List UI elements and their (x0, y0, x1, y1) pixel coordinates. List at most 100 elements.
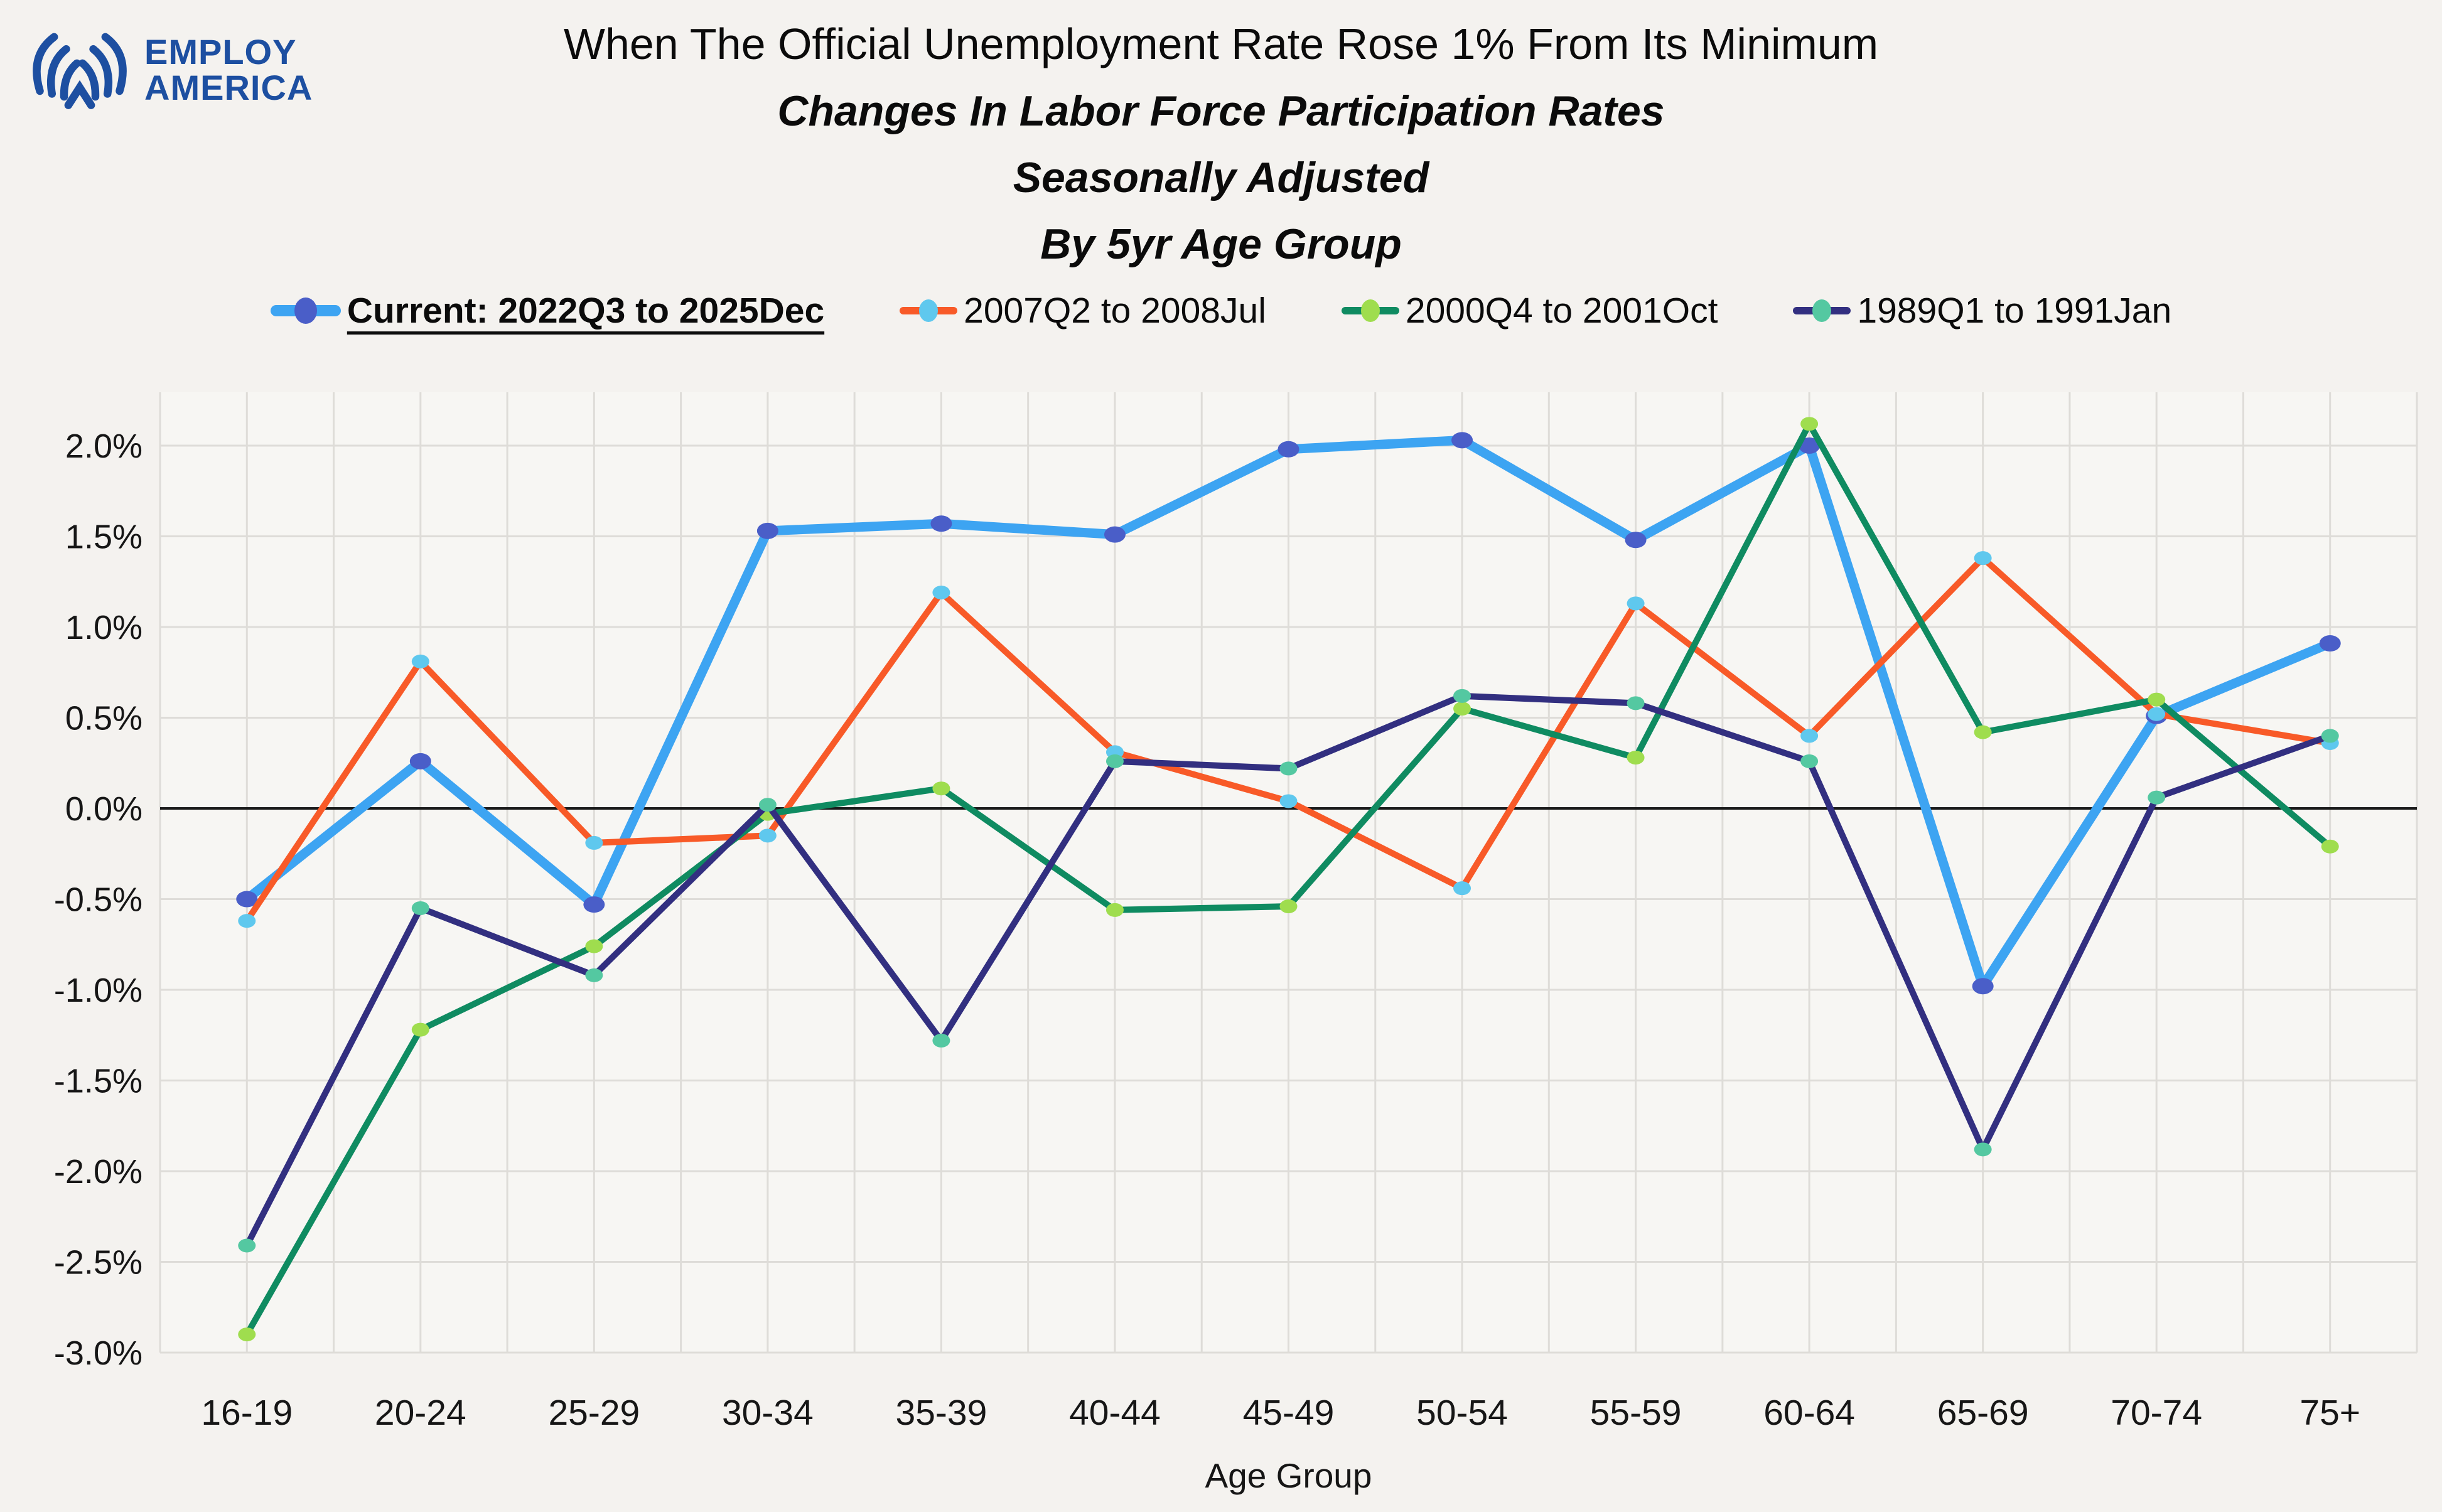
data-point-marker (411, 1022, 429, 1037)
data-point-marker (1800, 729, 1819, 743)
x-axis-title: Age Group (1205, 1456, 1372, 1495)
data-point-marker (1974, 551, 1992, 566)
data-point-marker (932, 1033, 950, 1048)
data-point-marker (1279, 761, 1298, 776)
data-point-marker (2148, 790, 2166, 805)
legend-swatch-icon (270, 298, 341, 324)
data-point-marker (1972, 978, 1994, 995)
y-tick-label: -1.0% (54, 972, 143, 1009)
data-point-marker (1974, 725, 1992, 739)
data-point-marker (583, 896, 605, 913)
legend-swatch-icon (900, 299, 958, 323)
data-point-marker (1974, 1142, 1992, 1157)
data-point-marker (411, 654, 429, 668)
chart-header: When The Official Unemployment Rate Rose… (0, 19, 2442, 269)
y-tick-label: -2.0% (54, 1153, 143, 1191)
x-tick-label: 55-59 (1590, 1393, 1682, 1433)
data-point-marker (2321, 729, 2339, 743)
data-point-marker (756, 522, 778, 539)
data-point-marker (238, 1327, 256, 1342)
data-point-marker (1627, 751, 1645, 765)
chart-subtitle3: By 5yr Age Group (1040, 220, 1402, 268)
data-point-marker (1453, 689, 1471, 703)
chart-subtitle: Changes In Labor Force Participation Rat… (777, 87, 1665, 135)
data-point-marker (236, 891, 258, 908)
data-point-marker (585, 835, 603, 850)
data-point-marker (585, 968, 603, 982)
x-tick-label: 40-44 (1069, 1393, 1161, 1433)
data-point-marker (1627, 696, 1645, 710)
data-point-marker (1451, 432, 1473, 449)
data-point-marker (2319, 635, 2341, 652)
data-point-marker (1453, 702, 1471, 716)
data-point-marker (930, 515, 952, 532)
logo-line2: AMERICA (144, 68, 313, 107)
y-tick-label: -0.5% (54, 881, 143, 919)
data-point-marker (932, 586, 950, 600)
y-tick-label: 1.5% (65, 518, 143, 556)
data-point-marker (1800, 417, 1819, 431)
y-tick-label: 2.0% (65, 427, 143, 465)
x-tick-label: 65-69 (1937, 1393, 2029, 1433)
data-point-marker (1277, 441, 1299, 458)
legend-marker-icon (919, 299, 939, 322)
legend-label: 2007Q2 to 2008Jul (964, 291, 1266, 331)
data-point-marker (1799, 437, 1821, 454)
legend-marker-icon (1812, 299, 1832, 322)
wings-icon (33, 33, 127, 109)
x-tick-label: 50-54 (1416, 1393, 1508, 1433)
legend-label: Current: 2022Q3 to 2025Dec (347, 291, 825, 331)
data-point-marker (1105, 754, 1124, 768)
x-tick-label: 75+ (2299, 1393, 2360, 1433)
legend-swatch-icon (1341, 299, 1399, 323)
legend-item-3: 1989Q1 to 1991Jan (1793, 290, 2171, 331)
logo-line1: EMPLOY (144, 31, 297, 72)
line-chart: 2.0% 1.5% 1.0% 0.5% 0.0% -0.5% -1.0% -1.5% -2.0%… (54, 392, 2418, 1495)
y-tick-label: 1.0% (65, 609, 143, 646)
legend-item-2: 2000Q4 to 2001Oct (1341, 290, 1718, 331)
legend-marker-icon (294, 298, 317, 324)
legend-swatch-icon (1793, 299, 1851, 323)
legend-item-1: 2007Q2 to 2008Jul (900, 290, 1266, 331)
legend-marker-icon (1360, 299, 1380, 322)
data-point-marker (1625, 532, 1647, 549)
data-point-marker (411, 901, 429, 915)
data-point-marker (409, 753, 431, 769)
x-tick-label: 16-19 (201, 1393, 293, 1433)
data-point-marker (1627, 596, 1645, 611)
y-tick-label: 0.5% (65, 700, 143, 737)
x-tick-label: 35-39 (896, 1393, 987, 1433)
logo-wordmark: EMPLOY AMERICA (144, 34, 313, 105)
y-tick-label: 0.0% (65, 790, 143, 828)
y-tick-label: -1.5% (54, 1063, 143, 1100)
data-point-marker (758, 828, 777, 843)
data-point-marker (238, 1238, 256, 1253)
data-point-marker (1453, 881, 1471, 896)
data-point-marker (2148, 707, 2166, 721)
x-tick-label: 70-74 (2111, 1393, 2202, 1433)
data-point-marker (2321, 839, 2339, 854)
legend-label: 2000Q4 to 2001Oct (1405, 291, 1718, 331)
x-tick-label: 30-34 (722, 1393, 814, 1433)
data-point-marker (2148, 692, 2166, 707)
y-tick-label: -3.0% (54, 1334, 143, 1372)
data-point-marker (932, 781, 950, 796)
data-point-marker (1279, 794, 1298, 808)
data-point-marker (1105, 903, 1124, 917)
legend-item-0: Current: 2022Q3 to 2025Dec (270, 290, 825, 331)
data-point-marker (1104, 526, 1126, 543)
data-point-marker (1279, 899, 1298, 914)
chart-title: When The Official Unemployment Rate Rose… (563, 19, 1879, 68)
data-point-marker (585, 939, 603, 953)
legend-label: 1989Q1 to 1991Jan (1857, 291, 2172, 331)
x-tick-label: 25-29 (548, 1393, 640, 1433)
x-tick-label: 20-24 (375, 1393, 466, 1433)
x-tick-label: 45-49 (1243, 1393, 1335, 1433)
data-point-marker (758, 798, 777, 812)
employ-america-logo: EMPLOY AMERICA (26, 23, 313, 117)
y-tick-label: -2.5% (54, 1244, 143, 1282)
data-point-marker (238, 914, 256, 928)
chart-subtitle2: Seasonally Adjusted (1013, 154, 1429, 201)
chart-legend: Current: 2022Q3 to 2025Dec 2007Q2 to 2008… (0, 290, 2442, 331)
